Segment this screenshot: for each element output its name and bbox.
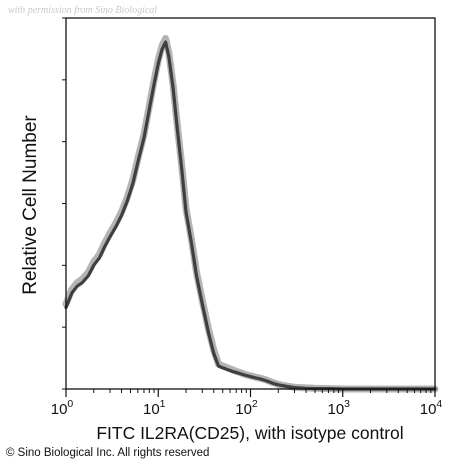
x-axis-label: FITC IL2RA(CD25), with isotype control [96,423,403,443]
x-tick-label: 101 [143,398,166,418]
x-tick-label: 100 [51,398,74,418]
y-axis-label: Relative Cell Number [20,115,41,295]
copyright-notice: © Sino Biological Inc. All rights reserv… [6,447,210,459]
histogram-chart: 100 101 102 103 104 Relative Cell Number FIT… [20,17,443,443]
watermark-text: with permission from Sino Biological [8,5,158,16]
x-tick-layer: 100 101 102 103 104 [51,389,443,418]
y-tick-layer [62,17,66,390]
x-tick-label: 103 [327,398,350,418]
x-tick-label: 102 [235,398,258,418]
series-layer [62,35,439,393]
histogram-series-2 [64,40,437,391]
x-tick-label: 104 [420,398,443,418]
